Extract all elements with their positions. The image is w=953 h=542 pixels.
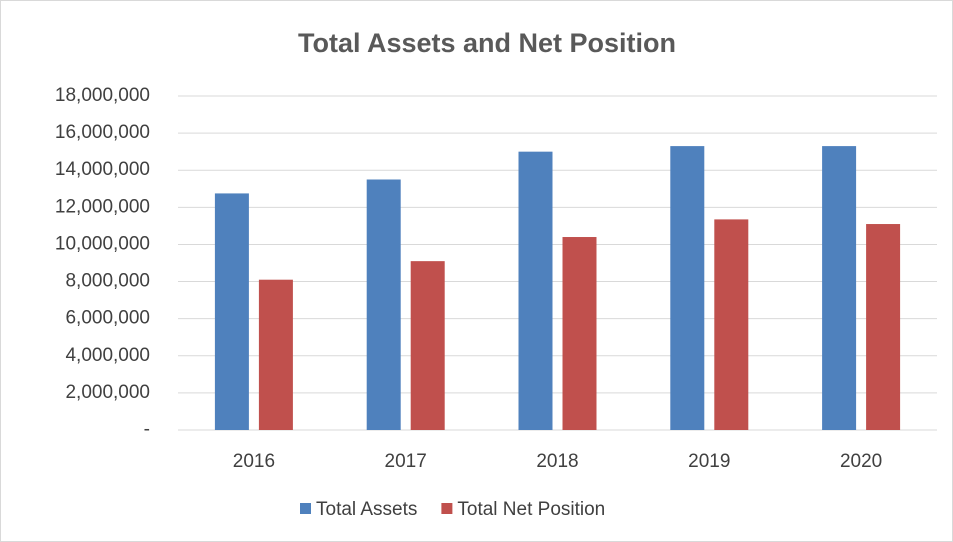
y-tick-label: 6,000,000 bbox=[65, 308, 150, 329]
y-tick-label: 14,000,000 bbox=[55, 159, 150, 180]
y-tick-label: 8,000,000 bbox=[65, 271, 150, 292]
bar bbox=[258, 279, 293, 430]
bar bbox=[518, 151, 553, 430]
bar bbox=[410, 261, 445, 430]
bar bbox=[670, 146, 705, 430]
x-tick-label: 2017 bbox=[385, 451, 427, 472]
bar bbox=[822, 146, 857, 430]
y-tick-label: 18,000,000 bbox=[55, 85, 150, 106]
bar bbox=[214, 193, 249, 430]
y-tick-label: 4,000,000 bbox=[65, 345, 150, 366]
bar bbox=[866, 224, 901, 430]
bar bbox=[562, 237, 597, 430]
legend-swatch bbox=[441, 503, 453, 514]
y-tick-label: 2,000,000 bbox=[65, 382, 150, 403]
bar bbox=[366, 179, 401, 430]
x-tick-label: 2020 bbox=[840, 451, 882, 472]
x-tick-label: 2019 bbox=[688, 451, 730, 472]
legend-swatch bbox=[300, 503, 311, 514]
y-tick-label: 16,000,000 bbox=[55, 122, 150, 143]
bar bbox=[714, 219, 749, 430]
y-tick-label: - bbox=[144, 419, 150, 440]
x-tick-label: 2016 bbox=[233, 451, 275, 472]
legend-label: Total Assets bbox=[316, 499, 417, 520]
y-tick-label: 12,000,000 bbox=[55, 196, 150, 217]
legend-label: Total Net Position bbox=[457, 499, 605, 520]
x-tick-label: 2018 bbox=[536, 451, 578, 472]
y-tick-label: 10,000,000 bbox=[55, 233, 150, 254]
chart-title: Total Assets and Net Position bbox=[298, 28, 676, 58]
